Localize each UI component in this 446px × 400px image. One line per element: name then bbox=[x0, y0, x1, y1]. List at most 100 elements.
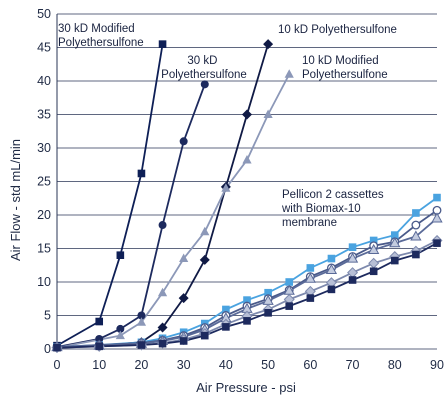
series-line-s4 bbox=[56, 73, 290, 349]
annotation-pellicon: Pellicon 2 cassettes with Biomax-10 memb… bbox=[281, 189, 387, 229]
data-point bbox=[178, 293, 189, 304]
x-tick-label: 90 bbox=[430, 358, 444, 372]
x-tick-label: 20 bbox=[134, 358, 148, 372]
data-point bbox=[390, 256, 399, 265]
data-point bbox=[116, 251, 125, 259]
data-point bbox=[243, 296, 251, 304]
data-point bbox=[325, 263, 338, 275]
data-point bbox=[137, 311, 146, 320]
data-point bbox=[285, 302, 294, 310]
series-markers-s8 bbox=[51, 234, 443, 354]
data-point bbox=[327, 285, 336, 294]
data-point bbox=[264, 309, 272, 317]
y-tick-label: 20 bbox=[37, 208, 51, 222]
data-point bbox=[179, 253, 189, 263]
data-point bbox=[158, 339, 167, 348]
data-point bbox=[200, 226, 210, 236]
y-tick-label: 15 bbox=[37, 242, 51, 256]
data-point bbox=[200, 331, 209, 340]
data-point bbox=[347, 267, 359, 279]
data-point bbox=[179, 137, 188, 146]
data-point bbox=[433, 193, 441, 202]
data-point bbox=[53, 343, 61, 352]
data-point bbox=[411, 220, 421, 230]
x-tick-label: 80 bbox=[388, 358, 402, 372]
data-point bbox=[433, 239, 441, 247]
y-tick-label: 25 bbox=[37, 175, 51, 189]
data-point bbox=[200, 80, 209, 89]
data-point bbox=[95, 342, 104, 351]
data-point bbox=[95, 334, 104, 343]
x-tick-label: 60 bbox=[303, 358, 317, 372]
data-point bbox=[368, 257, 380, 269]
data-point bbox=[369, 236, 378, 245]
data-point bbox=[327, 254, 336, 263]
series-line-s7 bbox=[56, 217, 438, 348]
data-point bbox=[158, 40, 167, 48]
data-point bbox=[369, 267, 378, 276]
data-point bbox=[306, 294, 315, 302]
grid-layer bbox=[57, 13, 437, 350]
y-tick-label: 45 bbox=[37, 41, 51, 55]
data-point bbox=[306, 264, 315, 272]
data-point bbox=[242, 109, 252, 120]
data-point bbox=[136, 317, 147, 326]
series-markers-s1 bbox=[53, 40, 167, 350]
data-point bbox=[264, 288, 272, 297]
data-point bbox=[137, 169, 146, 178]
data-point bbox=[137, 341, 146, 349]
data-point bbox=[179, 337, 188, 345]
series-line-s1 bbox=[56, 43, 164, 347]
data-point bbox=[389, 237, 401, 248]
data-point bbox=[222, 323, 230, 331]
data-point bbox=[243, 317, 251, 325]
data-point bbox=[199, 254, 210, 265]
annotation-layer: 30 kD Modified Polyethersulfone 30 kD Po… bbox=[58, 23, 397, 229]
series-markers-s4 bbox=[52, 69, 294, 352]
data-point bbox=[284, 69, 294, 78]
data-point bbox=[412, 250, 420, 259]
annotation-30kd: 30 kD Polyethersulfone bbox=[161, 55, 247, 81]
annotation-10kd-modified: 10 kD Modified Polyethersulfone bbox=[302, 55, 388, 81]
series-line-s6 bbox=[56, 209, 438, 348]
data-point bbox=[222, 305, 230, 314]
data-point bbox=[157, 322, 168, 333]
data-point bbox=[158, 221, 167, 230]
data-point bbox=[390, 231, 399, 239]
marker-layer bbox=[51, 39, 443, 354]
x-tick-label: 0 bbox=[54, 358, 61, 372]
y-tick-label: 0 bbox=[44, 342, 51, 356]
y-tick-label: 40 bbox=[37, 74, 51, 88]
y-tick-label: 50 bbox=[37, 7, 51, 21]
data-point bbox=[410, 230, 422, 241]
data-point bbox=[368, 243, 380, 254]
annotation-30kd-modified: 30 kD Modified Polyethersulfone bbox=[58, 23, 144, 49]
y-axis-title: Air Flow - std mL/min bbox=[8, 139, 23, 261]
series-markers-s3 bbox=[52, 39, 274, 353]
data-point bbox=[431, 212, 443, 223]
data-point bbox=[348, 276, 357, 284]
data-point bbox=[157, 287, 168, 297]
data-point bbox=[115, 330, 125, 340]
x-tick-label: 50 bbox=[261, 358, 275, 372]
y-tick-label: 35 bbox=[37, 108, 51, 122]
data-point bbox=[348, 243, 357, 251]
series-line-s3 bbox=[56, 43, 269, 349]
data-point bbox=[221, 183, 231, 192]
data-point bbox=[346, 252, 359, 263]
data-point bbox=[304, 272, 316, 283]
data-point bbox=[242, 155, 252, 164]
x-tick-label: 10 bbox=[92, 358, 106, 372]
y-tick-label: 5 bbox=[44, 309, 51, 323]
annotation-10kd: 10 kD Polyethersulfone bbox=[278, 24, 397, 36]
data-point bbox=[263, 39, 274, 50]
series-markers-s5 bbox=[53, 193, 441, 351]
axis-layer: 0 5 10 15 20 25 30 35 40 45 50 0 10 20 30 40 50 60 70 80 90 bbox=[37, 7, 444, 372]
series-markers-s9 bbox=[53, 239, 441, 352]
y-tick-label: 30 bbox=[37, 141, 51, 155]
data-point bbox=[263, 109, 273, 118]
y-tick-label: 10 bbox=[37, 275, 51, 289]
x-tick-label: 70 bbox=[346, 358, 360, 372]
